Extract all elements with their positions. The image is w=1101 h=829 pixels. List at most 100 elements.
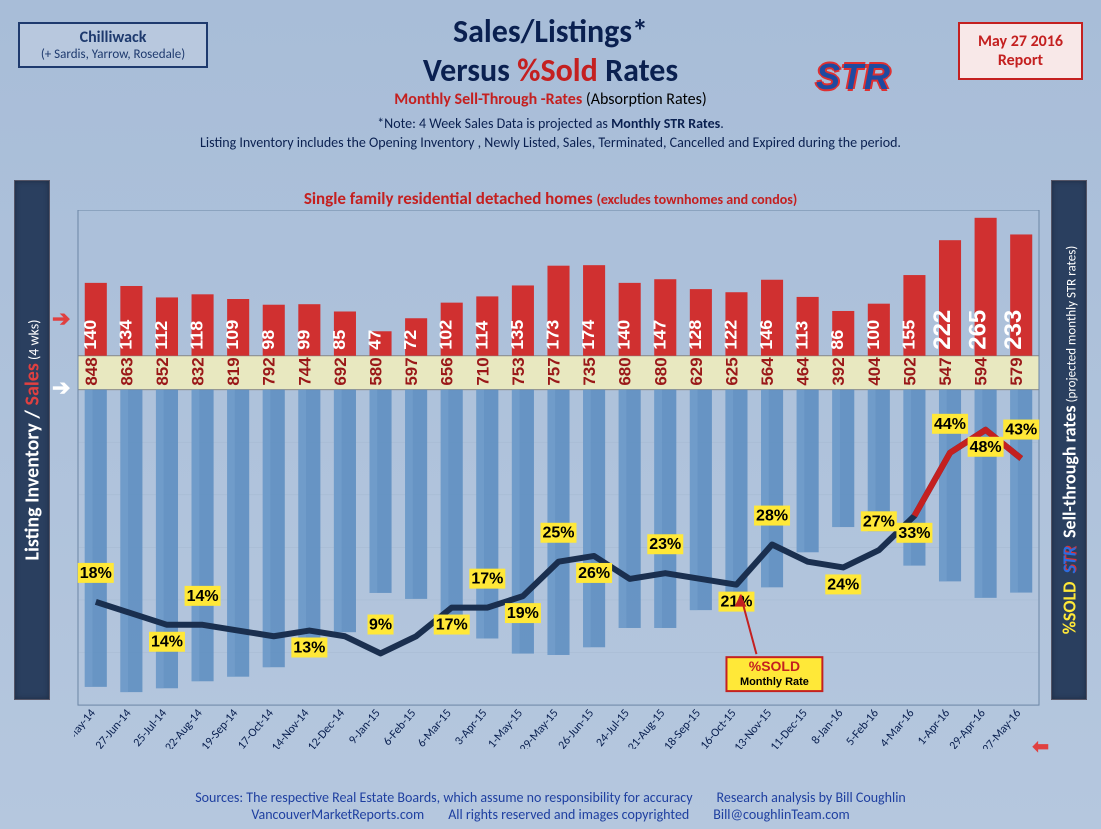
footer-2c: Bill@coughlinTeam.com: [713, 806, 849, 823]
svg-text:4-Mar-16: 4-Mar-16: [878, 707, 918, 749]
svg-text:23%: 23%: [649, 536, 681, 553]
svg-text:85: 85: [329, 330, 349, 350]
svg-text:579: 579: [1007, 357, 1026, 385]
svg-text:Monthly Rate: Monthly Rate: [740, 676, 809, 688]
svg-text:464: 464: [794, 357, 813, 386]
svg-text:29-May-15: 29-May-15: [517, 707, 561, 749]
footer-2a: VancouverMarketReports.com: [251, 806, 424, 823]
title2-b: %Sold: [517, 51, 598, 90]
subtitle: Monthly Sell-Through -Rates (Absorption …: [4, 90, 1097, 109]
svg-text:852: 852: [153, 357, 172, 385]
footer-2b: All rights reserved and images copyright…: [448, 806, 689, 823]
note-1: *Note: 4 Week Sales Data is projected as…: [4, 115, 1097, 132]
svg-text:99: 99: [293, 330, 313, 350]
svg-text:173: 173: [542, 320, 562, 350]
svg-text:265: 265: [965, 310, 992, 350]
chart-zone: 14084830-May-1413486327-Jun-1411285225-J…: [74, 210, 1043, 749]
svg-text:680: 680: [616, 357, 635, 385]
arrow-sales-icon: ➔: [52, 305, 70, 332]
svg-text:819: 819: [224, 357, 243, 385]
svg-text:735: 735: [580, 357, 599, 385]
svg-text:%SOLD: %SOLD: [749, 658, 800, 674]
svg-text:113: 113: [792, 321, 812, 350]
report-date: May 27 2016: [978, 32, 1063, 51]
svg-text:21%: 21%: [720, 594, 752, 611]
svg-text:118: 118: [187, 321, 207, 350]
svg-text:44%: 44%: [934, 416, 966, 433]
svg-text:146: 146: [756, 320, 776, 350]
arrow-inventory-icon: ➔: [52, 374, 70, 401]
footer-1b: Research analysis by Bill Coughlin: [717, 789, 906, 806]
svg-text:848: 848: [82, 357, 101, 385]
svg-text:9-Jan-15: 9-Jan-15: [346, 707, 383, 748]
svg-text:222: 222: [929, 310, 956, 350]
svg-text:102: 102: [436, 320, 456, 350]
svg-text:43%: 43%: [1005, 422, 1037, 439]
footer: Sources: The respective Real Estate Boar…: [0, 789, 1101, 823]
svg-text:392: 392: [829, 357, 848, 385]
svg-text:100: 100: [863, 320, 883, 350]
report-date-box: May 27 2016 Report: [958, 22, 1083, 80]
footer-1a: Sources: The respective Real Estate Boar…: [195, 789, 692, 806]
right-label-b: STR: [1058, 546, 1080, 573]
right-label-a: %SOLD: [1058, 582, 1080, 635]
chart-header: Single family residential detached homes…: [0, 188, 1101, 209]
svg-text:680: 680: [651, 357, 670, 385]
location-sub: (+ Sardis, Yarrow, Rosedale): [28, 47, 198, 62]
svg-text:86: 86: [827, 330, 847, 350]
report-label: Report: [978, 51, 1063, 70]
right-label-c: Sell-through rates: [1058, 405, 1080, 538]
svg-text:17%: 17%: [471, 571, 503, 588]
left-label-c: (4 wks): [25, 320, 42, 364]
svg-text:28%: 28%: [756, 508, 788, 525]
svg-text:547: 547: [936, 357, 955, 385]
svg-text:18%: 18%: [80, 565, 112, 582]
svg-text:9%: 9%: [369, 617, 392, 634]
svg-text:744: 744: [295, 357, 314, 386]
svg-text:24%: 24%: [827, 576, 859, 593]
svg-text:27-May-16: 27-May-16: [980, 707, 1024, 749]
svg-text:33%: 33%: [898, 525, 930, 542]
svg-text:26-Jun-15: 26-Jun-15: [556, 707, 598, 749]
svg-text:140: 140: [80, 320, 100, 350]
left-axis-label: Listing Inventory / Sales (4 wks): [14, 180, 50, 700]
note-2: Listing Inventory includes the Opening I…: [4, 134, 1097, 151]
svg-text:8-Jan-16: 8-Jan-16: [809, 707, 846, 748]
svg-text:6-Feb-15: 6-Feb-15: [381, 707, 419, 749]
svg-text:147: 147: [649, 320, 669, 350]
svg-text:155: 155: [898, 320, 918, 350]
svg-text:832: 832: [189, 357, 208, 385]
svg-text:174: 174: [578, 320, 598, 350]
svg-text:11-Dec-15: 11-Dec-15: [768, 707, 811, 749]
svg-text:629: 629: [687, 357, 706, 385]
page: Chilliwack (+ Sardis, Yarrow, Rosedale) …: [0, 0, 1101, 829]
location-box: Chilliwack (+ Sardis, Yarrow, Rosedale): [18, 22, 208, 68]
svg-text:135: 135: [507, 320, 527, 350]
str-logo: STR: [816, 56, 891, 98]
svg-text:98: 98: [258, 330, 278, 350]
svg-text:597: 597: [402, 357, 421, 385]
svg-text:580: 580: [367, 357, 386, 385]
svg-text:17%: 17%: [436, 617, 468, 634]
svg-text:710: 710: [473, 357, 492, 385]
title2-c: Rates: [598, 51, 678, 90]
svg-text:122: 122: [720, 320, 740, 350]
svg-text:14%: 14%: [187, 588, 219, 605]
svg-text:48%: 48%: [970, 439, 1002, 456]
svg-text:233: 233: [1000, 310, 1027, 350]
svg-text:25%: 25%: [543, 525, 575, 542]
subtitle-a: Monthly Sell-Through -Rates: [394, 90, 582, 109]
svg-text:656: 656: [438, 357, 457, 385]
svg-text:26%: 26%: [578, 565, 610, 582]
svg-text:12-Dec-14: 12-Dec-14: [305, 707, 348, 749]
chart-header-b: (excludes townhomes and condos): [596, 191, 797, 208]
subtitle-b: (Absorption Rates): [586, 90, 707, 109]
chart-svg: 14084830-May-1413486327-Jun-1411285225-J…: [74, 210, 1043, 749]
svg-text:594: 594: [972, 357, 991, 386]
svg-text:625: 625: [722, 357, 741, 385]
svg-text:757: 757: [544, 357, 563, 385]
svg-text:753: 753: [509, 357, 528, 385]
chart-header-a: Single family residential detached homes: [304, 188, 597, 209]
svg-text:564: 564: [758, 357, 777, 386]
svg-text:6-Mar-15: 6-Mar-15: [415, 707, 455, 749]
